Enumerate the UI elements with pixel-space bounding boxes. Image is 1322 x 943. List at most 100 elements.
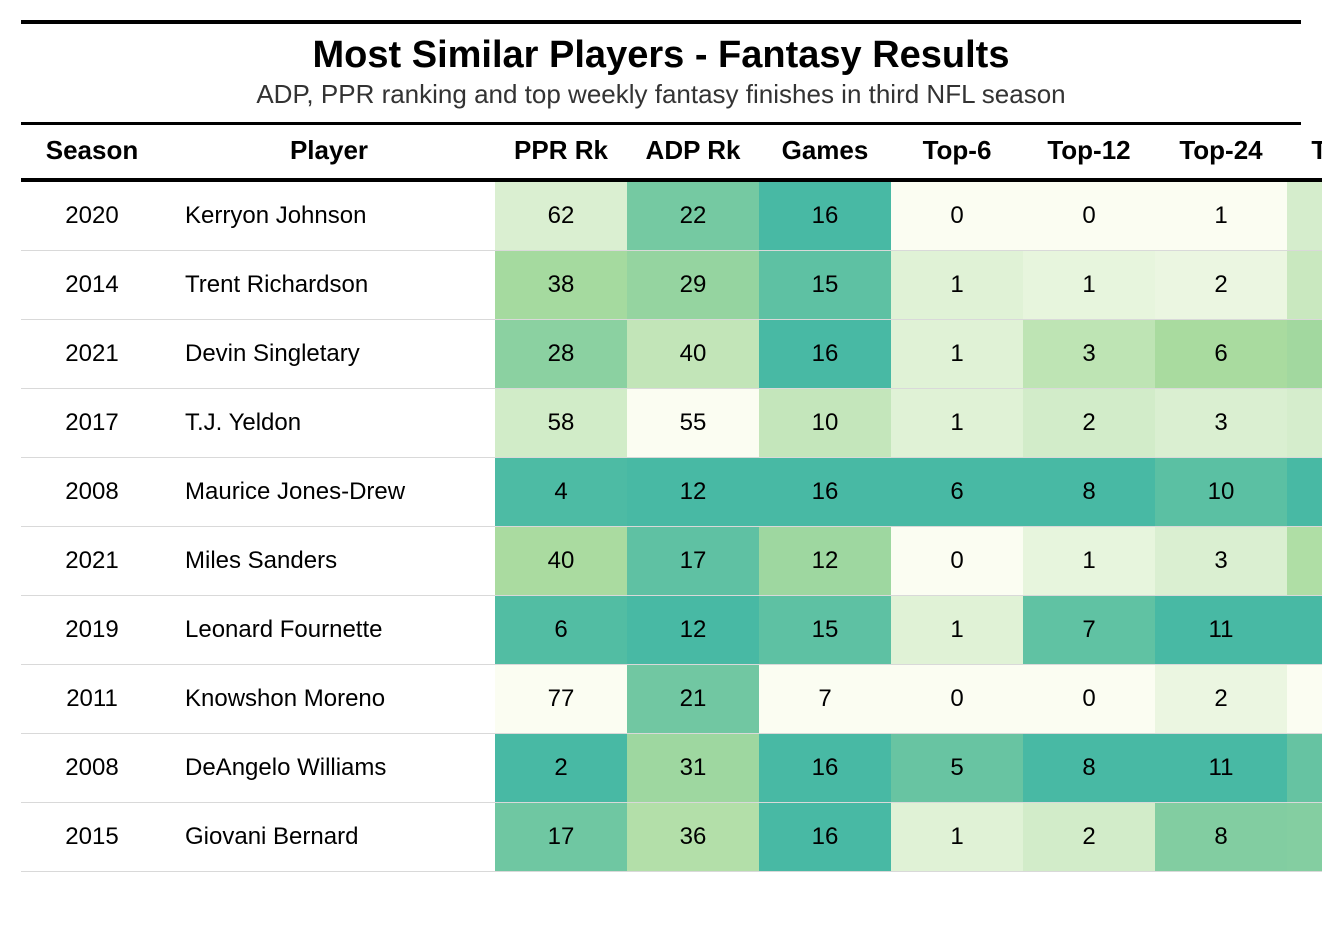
table-body: 2020Kerryon Johnson62221600152014Trent R… (21, 180, 1322, 872)
table-row: 2017T.J. Yeldon5855101235 (21, 389, 1322, 458)
col-ppr-rk: PPR Rk (495, 125, 627, 180)
player-cell: Leonard Fournette (163, 596, 495, 665)
table-row: 2019Leonard Fournette61215171115 (21, 596, 1322, 665)
top36-cell: 5 (1287, 389, 1322, 458)
games-cell: 16 (759, 320, 891, 389)
top12-cell: 8 (1023, 458, 1155, 527)
table-title: Most Similar Players - Fantasy Results (21, 24, 1301, 79)
col-top24: Top-24 (1155, 125, 1287, 180)
header-row: Season Player PPR Rk ADP Rk Games Top-6 … (21, 125, 1322, 180)
table-row: 2015Giovani Bernard17361612811 (21, 803, 1322, 872)
table-row: 2021Miles Sanders4017120138 (21, 527, 1322, 596)
top24-cell: 3 (1155, 527, 1287, 596)
adp-cell: 29 (627, 251, 759, 320)
top36-cell: 2 (1287, 665, 1322, 734)
adp-cell: 40 (627, 320, 759, 389)
season-cell: 2020 (21, 180, 163, 251)
player-cell: Knowshon Moreno (163, 665, 495, 734)
player-cell: Miles Sanders (163, 527, 495, 596)
ppr-cell: 17 (495, 803, 627, 872)
games-cell: 12 (759, 527, 891, 596)
table-subtitle: ADP, PPR ranking and top weekly fantasy … (21, 79, 1301, 122)
player-cell: Devin Singletary (163, 320, 495, 389)
ppr-cell: 40 (495, 527, 627, 596)
player-cell: Trent Richardson (163, 251, 495, 320)
games-cell: 16 (759, 180, 891, 251)
top36-cell: 9 (1287, 320, 1322, 389)
top36-cell: 11 (1287, 803, 1322, 872)
top24-cell: 1 (1155, 180, 1287, 251)
col-player: Player (163, 125, 495, 180)
col-top6: Top-6 (891, 125, 1023, 180)
top12-cell: 3 (1023, 320, 1155, 389)
top6-cell: 0 (891, 527, 1023, 596)
games-cell: 15 (759, 596, 891, 665)
season-cell: 2019 (21, 596, 163, 665)
season-cell: 2017 (21, 389, 163, 458)
top36-cell: 13 (1287, 734, 1322, 803)
player-cell: T.J. Yeldon (163, 389, 495, 458)
fantasy-results-table: Most Similar Players - Fantasy Results A… (21, 20, 1301, 872)
player-cell: Kerryon Johnson (163, 180, 495, 251)
season-cell: 2014 (21, 251, 163, 320)
ppr-cell: 38 (495, 251, 627, 320)
season-cell: 2008 (21, 734, 163, 803)
adp-cell: 22 (627, 180, 759, 251)
adp-cell: 31 (627, 734, 759, 803)
ppr-cell: 62 (495, 180, 627, 251)
games-cell: 7 (759, 665, 891, 734)
top12-cell: 8 (1023, 734, 1155, 803)
top6-cell: 1 (891, 320, 1023, 389)
ppr-cell: 4 (495, 458, 627, 527)
col-season: Season (21, 125, 163, 180)
season-cell: 2011 (21, 665, 163, 734)
table-row: 2008Maurice Jones-Drew41216681015 (21, 458, 1322, 527)
top36-cell: 5 (1287, 180, 1322, 251)
top6-cell: 0 (891, 180, 1023, 251)
top24-cell: 11 (1155, 734, 1287, 803)
ppr-cell: 28 (495, 320, 627, 389)
games-cell: 10 (759, 389, 891, 458)
top24-cell: 10 (1155, 458, 1287, 527)
table-row: 2021Devin Singletary2840161369 (21, 320, 1322, 389)
top12-cell: 2 (1023, 803, 1155, 872)
top6-cell: 0 (891, 665, 1023, 734)
col-top36: Top-36 (1287, 125, 1322, 180)
player-cell: Giovani Bernard (163, 803, 495, 872)
top24-cell: 3 (1155, 389, 1287, 458)
top36-cell: 15 (1287, 458, 1322, 527)
table-row: 2011Knowshon Moreno772170022 (21, 665, 1322, 734)
season-cell: 2008 (21, 458, 163, 527)
top36-cell: 8 (1287, 527, 1322, 596)
games-cell: 16 (759, 734, 891, 803)
table-row: 2020Kerryon Johnson6222160015 (21, 180, 1322, 251)
ppr-cell: 77 (495, 665, 627, 734)
games-cell: 15 (759, 251, 891, 320)
top12-cell: 7 (1023, 596, 1155, 665)
top24-cell: 2 (1155, 665, 1287, 734)
adp-cell: 12 (627, 596, 759, 665)
adp-cell: 21 (627, 665, 759, 734)
top24-cell: 2 (1155, 251, 1287, 320)
top36-cell: 15 (1287, 596, 1322, 665)
top12-cell: 1 (1023, 527, 1155, 596)
data-table: Season Player PPR Rk ADP Rk Games Top-6 … (21, 125, 1322, 872)
adp-cell: 55 (627, 389, 759, 458)
top6-cell: 5 (891, 734, 1023, 803)
top12-cell: 0 (1023, 180, 1155, 251)
ppr-cell: 2 (495, 734, 627, 803)
col-top12: Top-12 (1023, 125, 1155, 180)
season-cell: 2021 (21, 527, 163, 596)
top12-cell: 1 (1023, 251, 1155, 320)
top24-cell: 8 (1155, 803, 1287, 872)
top24-cell: 11 (1155, 596, 1287, 665)
adp-cell: 36 (627, 803, 759, 872)
top6-cell: 1 (891, 803, 1023, 872)
player-cell: DeAngelo Williams (163, 734, 495, 803)
games-cell: 16 (759, 803, 891, 872)
season-cell: 2015 (21, 803, 163, 872)
table-row: 2014Trent Richardson3829151126 (21, 251, 1322, 320)
table-row: 2008DeAngelo Williams23116581113 (21, 734, 1322, 803)
top6-cell: 1 (891, 251, 1023, 320)
adp-cell: 17 (627, 527, 759, 596)
